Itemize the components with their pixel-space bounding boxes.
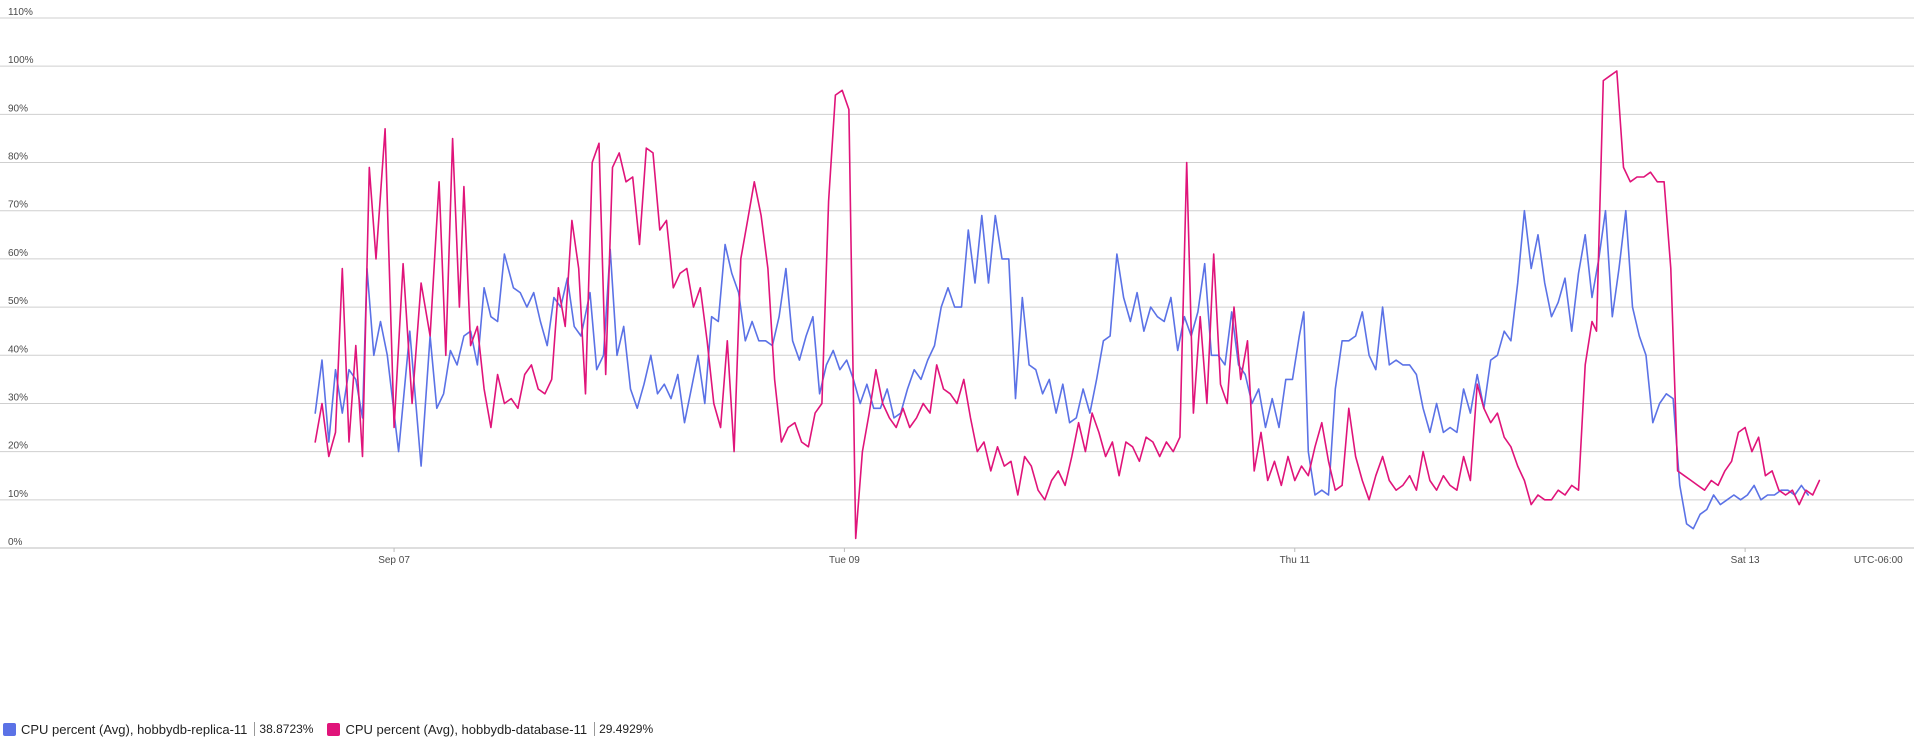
x-tick-label: UTC-06:00 [1854, 555, 1903, 566]
legend-divider [254, 722, 256, 736]
legend-item-replica[interactable]: CPU percent (Avg), hobbydb-replica-11 38… [3, 722, 313, 737]
y-tick-label: 50% [8, 296, 28, 307]
y-tick-label: 90% [8, 103, 28, 114]
x-tick-label: Sep 07 [378, 555, 410, 566]
y-tick-label: 40% [8, 344, 28, 355]
legend-swatch-replica [3, 722, 16, 736]
legend-label-replica: CPU percent (Avg), hobbydb-replica-11 [21, 721, 248, 737]
legend-value-replica: 38.8723% [259, 722, 314, 736]
x-tick-label: Tue 09 [829, 555, 860, 566]
y-tick-label: 20% [8, 441, 28, 452]
chart-legend: CPU percent (Avg), hobbydb-replica-11 38… [3, 721, 667, 737]
series-line-database [314, 70, 1821, 540]
cpu-line-chart: 0% 10% 20% 30% 40% 50% 60% 70% 80% 90% 100% 110% Sep… [0, 7, 1914, 566]
y-tick-label: 10% [8, 489, 28, 500]
legend-divider [594, 722, 596, 736]
legend-item-database[interactable]: CPU percent (Avg), hobbydb-database-11 2… [327, 722, 653, 737]
legend-label-database: CPU percent (Avg), hobbydb-database-11 [345, 721, 588, 737]
x-tick-label: Thu 11 [1280, 555, 1311, 566]
y-tick-label: 30% [8, 392, 28, 403]
x-tick-label: Sat 13 [1731, 555, 1760, 566]
series-line-replica [314, 209, 1809, 530]
y-tick-label: 70% [8, 200, 28, 211]
y-tick-label: 80% [8, 152, 28, 163]
y-tick-label: 0% [8, 537, 23, 548]
y-tick-label: 100% [8, 55, 34, 66]
legend-value-database: 29.4929% [599, 722, 654, 736]
y-tick-label: 60% [8, 248, 28, 259]
legend-swatch-database [327, 722, 341, 736]
y-tick-label: 110% [8, 7, 33, 18]
